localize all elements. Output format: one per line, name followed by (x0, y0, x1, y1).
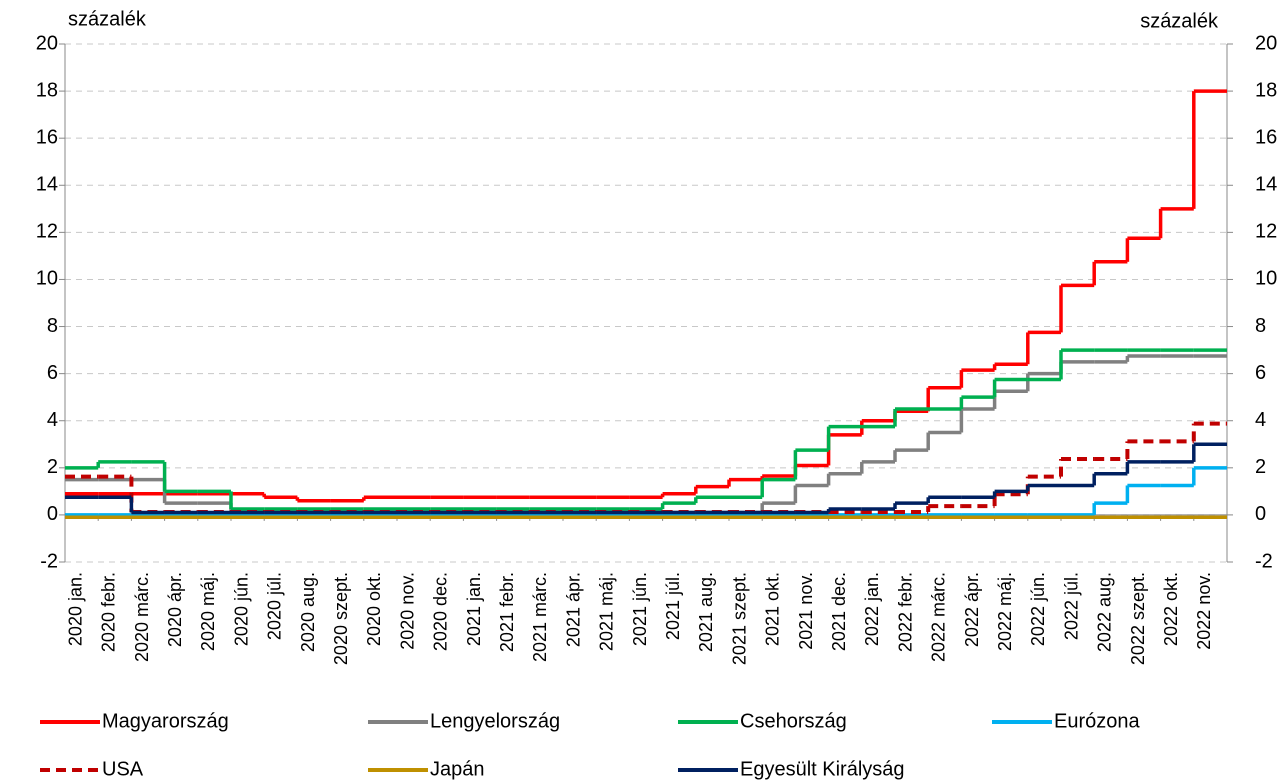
x-tick-label: 2021 okt. (763, 572, 783, 646)
x-tick-label: 2021 szept. (729, 572, 749, 665)
y-tick-label: 4 (47, 409, 58, 431)
x-tick-label: 2022 szept. (1128, 572, 1148, 665)
x-tick-label: 2022 aug. (1095, 572, 1115, 652)
y-tick-label: -2 (40, 550, 58, 572)
x-tick-label: 2022 máj. (995, 572, 1015, 651)
x-tick-label: 2021 febr. (497, 572, 517, 652)
y-tick-label: 0 (47, 503, 58, 525)
x-tick-label: 2022 jún. (1028, 572, 1048, 646)
x-tick-label: 2021 ápr. (563, 572, 583, 647)
x-tick-label: 2022 jan. (862, 572, 882, 646)
y2-tick-label: 20 (1255, 32, 1277, 54)
y2-tick-label: 10 (1255, 268, 1277, 290)
x-tick-label: 2020 nov. (397, 572, 417, 650)
x-tick-label: 2022 febr. (895, 572, 915, 652)
x-tick-label: 2021 aug. (696, 572, 716, 652)
x-tick-label: 2021 dec. (829, 572, 849, 651)
x-tick-label: 2021 nov. (796, 572, 816, 650)
y2-tick-label: 18 (1255, 79, 1277, 101)
x-tick-label: 2021 máj. (597, 572, 617, 651)
x-tick-label: 2020 okt. (364, 572, 384, 646)
y-tick-label: 8 (47, 315, 58, 337)
x-tick-label: 2020 dec. (431, 572, 451, 651)
x-tick-label: 2022 márc. (929, 572, 949, 662)
x-tick-label: 2020 júl. (265, 572, 285, 640)
x-tick-label: 2020 jan. (65, 572, 85, 646)
y-tick-label: 12 (36, 221, 58, 243)
y2-tick-label: 14 (1255, 174, 1277, 196)
legend-label: USA (102, 758, 144, 780)
legend-label: Lengyelország (430, 710, 560, 732)
y2-tick-label: 16 (1255, 126, 1277, 148)
x-tick-label: 2020 márc. (132, 572, 152, 662)
y2-tick-label: -2 (1255, 550, 1273, 572)
y-tick-label: 6 (47, 362, 58, 384)
y-axis-label: százalék (68, 8, 147, 30)
y-tick-label: 18 (36, 79, 58, 101)
y2-tick-label: 6 (1255, 362, 1266, 384)
legend-label: Csehország (740, 710, 847, 732)
x-tick-label: 2020 jún. (231, 572, 251, 646)
series-line (65, 442, 1227, 515)
legend-label: Egyesült Királyság (740, 758, 905, 780)
x-tick-label: 2021 jan. (464, 572, 484, 646)
y2-tick-label: 2 (1255, 456, 1266, 478)
y2-tick-label: 12 (1255, 221, 1277, 243)
series-line (65, 348, 1227, 511)
x-tick-label: 2021 jún. (630, 572, 650, 646)
y2-tick-label: 4 (1255, 409, 1266, 431)
x-tick-label: 2020 aug. (298, 572, 318, 652)
x-tick-label: 2022 okt. (1161, 572, 1181, 646)
y-tick-label: 20 (36, 32, 58, 54)
y-tick-label: 2 (47, 456, 58, 478)
x-tick-label: 2022 nov. (1194, 572, 1214, 650)
legend-label: Japán (430, 758, 485, 780)
x-tick-label: 2022 júl. (1061, 572, 1081, 640)
y-tick-label: 16 (36, 126, 58, 148)
y2-tick-label: 0 (1255, 503, 1266, 525)
x-tick-label: 2021 júl. (663, 572, 683, 640)
y2-axis-label: százalék (1140, 10, 1219, 32)
x-tick-label: 2020 szept. (331, 572, 351, 665)
y-tick-label: 10 (36, 268, 58, 290)
y2-tick-label: 8 (1255, 315, 1266, 337)
legend-label: Magyarország (102, 710, 229, 732)
x-tick-label: 2021 márc. (530, 572, 550, 662)
series-line (65, 466, 1227, 517)
y-tick-label: 14 (36, 174, 58, 196)
x-tick-label: 2020 febr. (99, 572, 119, 652)
x-tick-label: 2020 ápr. (165, 572, 185, 647)
x-tick-label: 2020 máj. (198, 572, 218, 651)
series-line (65, 89, 1227, 503)
legend-label: Eurózona (1054, 710, 1140, 732)
x-tick-label: 2022 ápr. (962, 572, 982, 647)
